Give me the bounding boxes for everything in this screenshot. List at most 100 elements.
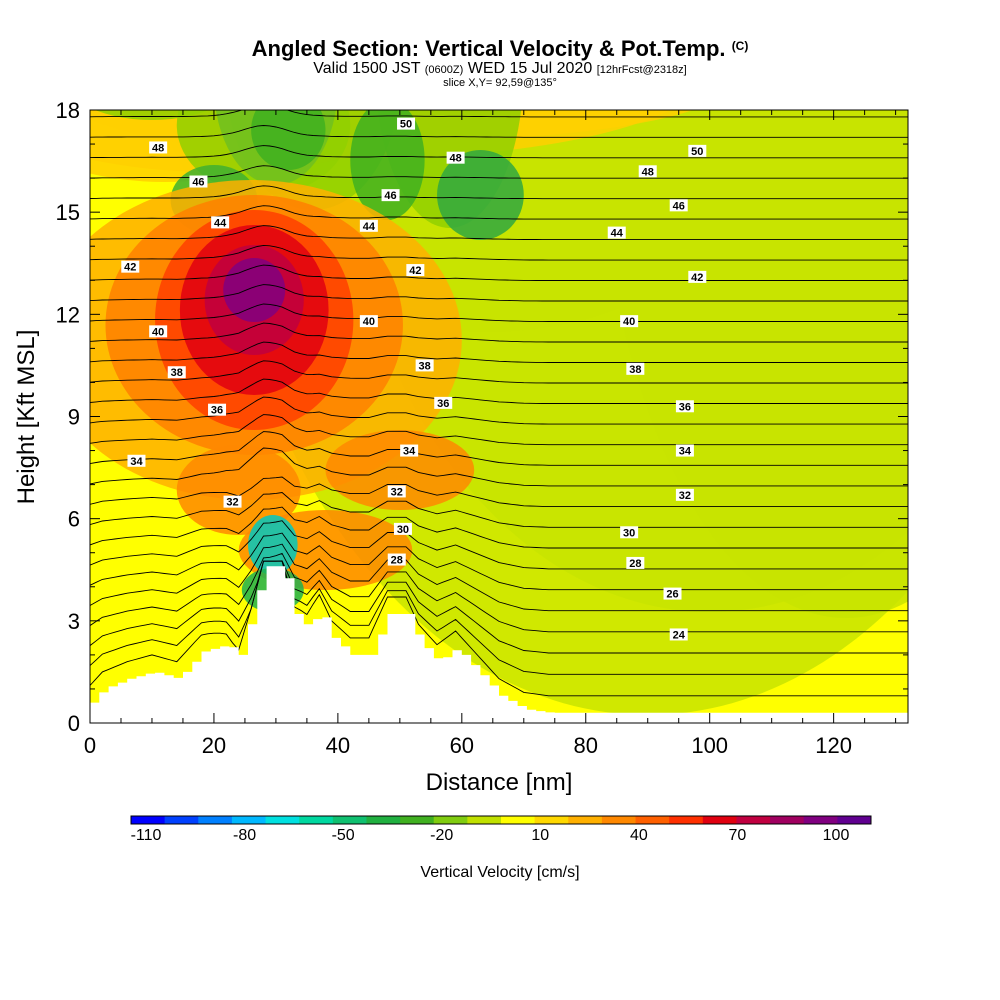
colorbar-swatch <box>736 816 771 824</box>
theta-label-text: 28 <box>629 558 641 570</box>
theta-label: 50 <box>397 117 416 131</box>
colorbar-frame <box>130 815 872 825</box>
colorbar-title: Vertical Velocity [cm/s] <box>420 864 580 881</box>
theta-label-text: 48 <box>642 166 654 178</box>
theta-label: 32 <box>387 485 406 498</box>
theta-label: 32 <box>223 495 242 509</box>
colorbar-tick-label: 100 <box>822 827 850 844</box>
theta-label: 40 <box>359 315 378 328</box>
theta-label: 36 <box>434 396 453 410</box>
theta-label: 38 <box>167 366 186 379</box>
theta-label-text: 40 <box>152 326 164 338</box>
colorbar-swatch <box>164 816 199 824</box>
y-tick-label: 0 <box>68 711 80 736</box>
theta-contour-line <box>90 185 908 200</box>
velocity-region <box>251 110 326 170</box>
theta-contour-line <box>90 492 908 528</box>
theta-label: 48 <box>149 141 168 154</box>
colorbar-swatch <box>669 816 704 824</box>
theta-label-text: 34 <box>679 446 692 458</box>
colorbar-tick-label: -110 <box>130 827 162 844</box>
theta-label: 24 <box>669 628 688 641</box>
theta-label-text: 34 <box>130 456 143 468</box>
theta-contour-line <box>90 225 908 241</box>
y-tick-label: 15 <box>56 200 80 225</box>
theta-contour-line <box>90 244 908 261</box>
slice-info: slice X,Y= 92,59@135° <box>443 77 557 89</box>
theta-label: 30 <box>620 526 639 539</box>
theta-label-text: 36 <box>211 405 223 417</box>
theta-label-text: 42 <box>124 262 136 274</box>
theta-label: 32 <box>675 488 694 502</box>
theta-label-text: 36 <box>437 398 449 410</box>
colorbar-tick-label: 10 <box>531 827 550 844</box>
theta-contour-line <box>90 560 908 675</box>
theta-label: 44 <box>211 216 230 229</box>
theta-contour-line <box>90 560 908 697</box>
colorbar-tick-label: 70 <box>728 827 747 844</box>
theta-contour-line <box>90 360 908 384</box>
theta-label: 46 <box>381 189 400 202</box>
theta-contour-line <box>90 414 908 446</box>
theta-contour-line <box>90 560 908 654</box>
terrain <box>90 566 908 723</box>
theta-label: 34 <box>127 454 146 468</box>
x-tick-label: 120 <box>815 733 852 758</box>
velocity-field <box>90 110 908 715</box>
colorbar-swatch <box>534 816 569 824</box>
colorbar-swatch <box>366 816 401 824</box>
theta-label-text: 32 <box>226 497 238 509</box>
theta-label-text: 30 <box>623 527 635 539</box>
theta-label-text: 42 <box>409 265 421 277</box>
theta-label: 40 <box>149 325 168 338</box>
theta-label: 34 <box>400 444 419 458</box>
theta-contour-line <box>90 396 908 425</box>
colorbar-swatch <box>770 816 805 824</box>
theta-label: 28 <box>626 556 645 570</box>
theta-label: 26 <box>663 587 682 601</box>
x-tick-label: 40 <box>326 733 350 758</box>
colorbar-swatch <box>601 816 637 824</box>
theta-label-text: 46 <box>384 190 396 202</box>
colorbar-swatch <box>198 816 233 824</box>
theta-contour-line <box>90 552 908 633</box>
theta-label: 44 <box>359 219 378 233</box>
theta-label-text: 26 <box>666 589 678 601</box>
theta-label: 36 <box>208 403 227 417</box>
theta-label-text: 46 <box>673 200 685 212</box>
chart-subtitle: Valid 1500 JST (0600Z) WED 15 Jul 2020 [… <box>313 60 687 77</box>
theta-contour-line <box>90 145 908 159</box>
theta-label-text: 48 <box>152 142 164 154</box>
y-axis-label: Height [Kft MSL] <box>13 330 40 505</box>
theta-contour-line <box>90 85 908 96</box>
theta-contour-line <box>90 506 908 549</box>
theta-label: 46 <box>669 199 688 212</box>
colorbar-swatch <box>131 816 166 824</box>
theta-label-text: 36 <box>679 401 691 413</box>
colorbar-swatch <box>400 816 435 824</box>
theta-label-text: 34 <box>403 446 416 458</box>
colorbar-swatch <box>568 816 603 824</box>
velocity-region <box>325 430 475 510</box>
theta-label: 28 <box>387 553 406 567</box>
theta-contour-line <box>90 284 908 302</box>
theta-label: 50 <box>688 144 707 158</box>
y-tick-label: 9 <box>68 405 80 430</box>
y-tick-label: 18 <box>56 98 80 123</box>
theta-label: 44 <box>607 226 626 240</box>
theta-label-text: 44 <box>363 221 376 233</box>
velocity-region <box>94 110 209 120</box>
colorbar-tick-label: 40 <box>629 827 648 844</box>
theta-label: 42 <box>121 260 140 274</box>
theta-label-text: 48 <box>449 153 461 165</box>
theta-label: 38 <box>626 362 645 376</box>
theta-label: 42 <box>688 270 707 284</box>
velocity-region <box>598 110 908 280</box>
velocity-region <box>176 445 301 535</box>
theta-label: 46 <box>189 175 208 189</box>
colorbar-swatch <box>837 816 872 824</box>
theta-label-text: 46 <box>192 177 204 189</box>
y-tick-label: 6 <box>68 507 80 532</box>
theta-contour-line <box>90 431 908 466</box>
